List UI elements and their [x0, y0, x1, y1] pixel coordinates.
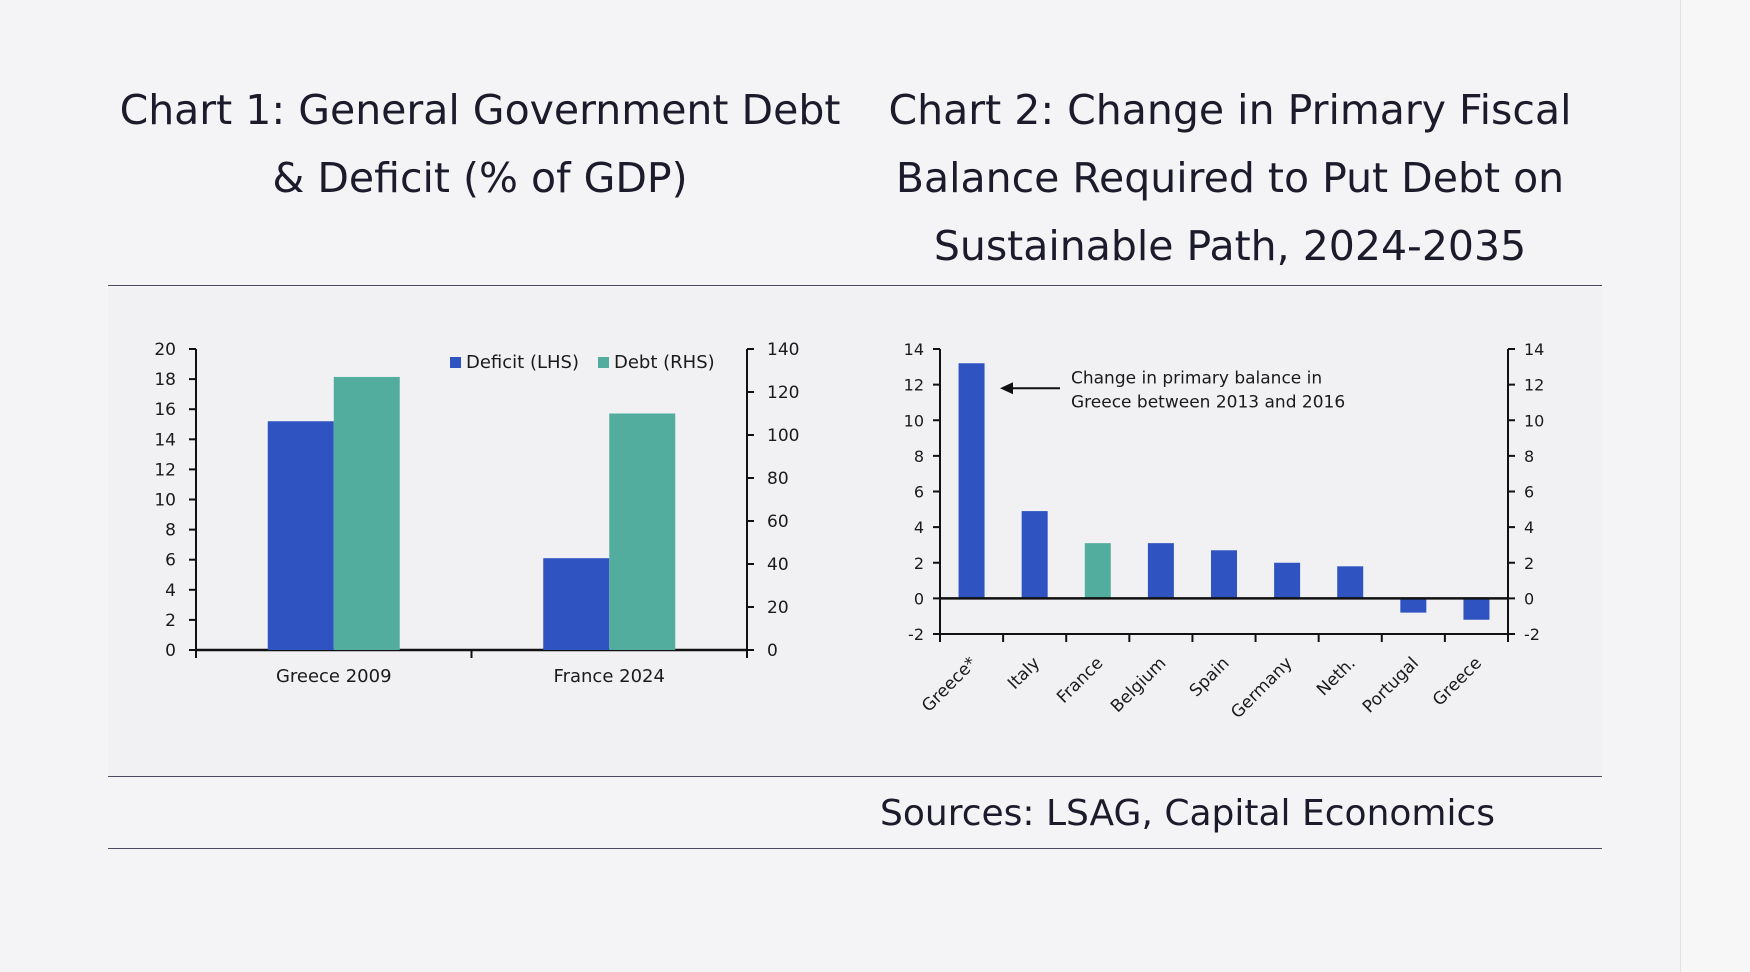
chart1-right-tick-label: 140 [767, 340, 799, 360]
chart2-bar-portugal [1400, 598, 1427, 613]
chart2-category-label: Germany [1227, 653, 1296, 722]
chart1-right-tick-label: 0 [767, 641, 778, 661]
chart2-left-tick-label: 0 [914, 589, 924, 608]
chart1-left-tick-label: 12 [154, 460, 176, 480]
chart2-right-tick-label: 4 [1524, 518, 1534, 537]
chart1-left-tick-label: 14 [154, 430, 176, 450]
legend-label-deficit: Deficit (LHS) [466, 352, 579, 373]
chart1-category-label: Greece 2009 [276, 666, 392, 687]
chart1-right-tick-label: 120 [767, 383, 799, 403]
sources-note: Sources: LSAG, Capital Economics [880, 793, 1496, 834]
chart2-category-label: Belgium [1107, 653, 1170, 716]
chart1-right-tick-label: 100 [767, 426, 799, 446]
chart1-left-tick-label: 20 [154, 340, 176, 360]
chart2-category-label: France [1053, 653, 1107, 707]
annotation-text-line1: Change in primary balance in [1071, 368, 1322, 388]
chart2-left-tick-label: 10 [904, 411, 924, 430]
chart1-left-tick-label: 16 [154, 400, 176, 420]
chart2-left-tick-label: 4 [914, 518, 924, 537]
chart2-category-label: Greece [1429, 653, 1486, 710]
debt-bar-greece-2009 [333, 376, 400, 650]
chart1-right-tick-label: 40 [767, 555, 789, 575]
annotation-arrow-head [1000, 382, 1013, 395]
deficit-bar-greece-2009 [267, 421, 334, 650]
chart1-left-tick-label: 4 [165, 581, 176, 601]
chart2-right-tick-label: 10 [1524, 411, 1544, 430]
chart2-bar-belgium [1147, 543, 1174, 599]
right-margin-strip [1680, 0, 1750, 972]
chart2-left-tick-label: 14 [904, 340, 924, 359]
chart2-right-tick-label: 12 [1524, 376, 1544, 395]
chart1-title: Chart 1: General Government Debt & Defic… [119, 86, 841, 202]
chart2-category-label: Greece* [918, 653, 981, 716]
chart2-category-label: Italy [1004, 653, 1044, 693]
chart1-right-tick-label: 60 [767, 512, 789, 532]
middle-divider [108, 776, 1602, 777]
chart2-bar-france [1084, 543, 1111, 599]
chart1-left-tick-label: 10 [154, 491, 176, 511]
legend-swatch-deficit [450, 357, 461, 368]
chart1-left-tick-label: 18 [154, 370, 176, 390]
chart2-bar-italy [1021, 511, 1048, 599]
chart2-left-tick-label: 8 [914, 447, 924, 466]
chart2-title: Chart 2: Change in Primary Fiscal Balanc… [888, 86, 1572, 270]
deficit-bar-france-2024 [543, 558, 610, 650]
chart2-bar-greece [1463, 598, 1490, 620]
chart2-right-tick-label: 6 [1524, 483, 1534, 502]
chart2-left-tick-label: 12 [904, 376, 924, 395]
debt-bar-france-2024 [609, 413, 676, 650]
chart2-bar-spain [1211, 550, 1237, 599]
chart1-left-tick-label: 2 [165, 611, 176, 631]
annotation-text-line2: Greece between 2013 and 2016 [1071, 392, 1345, 412]
chart2-bar-germany [1274, 562, 1301, 599]
legend-swatch-debt [598, 357, 609, 368]
chart1-left-tick-label: 6 [165, 551, 176, 571]
chart2-left-tick-label: 2 [914, 554, 924, 573]
chart1-left-tick-label: 0 [165, 641, 176, 661]
chart2-left-tick-label: 6 [914, 483, 924, 502]
chart2-right-tick-label: 2 [1524, 554, 1534, 573]
chart2-bar-greece-star [958, 363, 985, 599]
chart1-category-label: France 2024 [554, 666, 665, 687]
chart2-right-tick-label: 0 [1524, 589, 1534, 608]
chart2-category-label: Spain [1186, 653, 1234, 701]
chart1-right-tick-label: 20 [767, 598, 789, 618]
chart2-left-tick-label: -2 [908, 625, 924, 644]
top-divider [108, 285, 1602, 286]
chart1-left-tick-label: 8 [165, 521, 176, 541]
chart1-right-tick-label: 80 [767, 469, 789, 489]
chart2-category-label: Neth. [1313, 653, 1360, 700]
chart2-category-label: Portugal [1359, 653, 1423, 717]
chart2-bar-neth [1337, 566, 1364, 599]
chart2-right-tick-label: 14 [1524, 340, 1544, 359]
chart2-right-tick-label: -2 [1524, 625, 1540, 644]
legend-label-debt: Debt (RHS) [614, 352, 715, 373]
bottom-divider [108, 848, 1602, 849]
chart2-right-tick-label: 8 [1524, 447, 1534, 466]
